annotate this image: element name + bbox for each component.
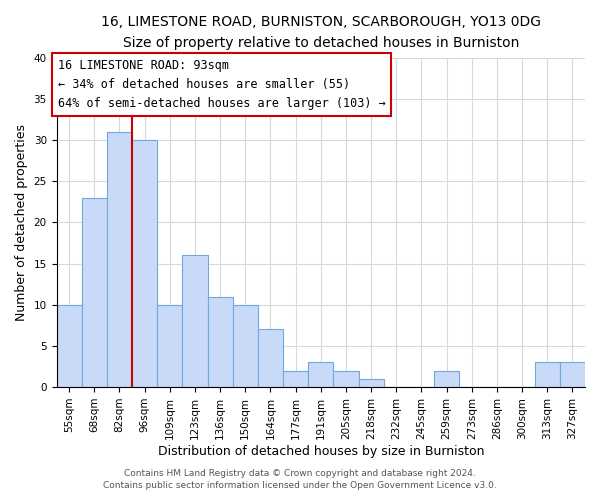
Title: 16, LIMESTONE ROAD, BURNISTON, SCARBOROUGH, YO13 0DG
Size of property relative t: 16, LIMESTONE ROAD, BURNISTON, SCARBOROU… bbox=[101, 15, 541, 50]
Bar bbox=[359, 379, 383, 387]
Bar bbox=[258, 330, 283, 387]
Bar bbox=[535, 362, 560, 387]
Y-axis label: Number of detached properties: Number of detached properties bbox=[15, 124, 28, 321]
Bar bbox=[283, 370, 308, 387]
Bar bbox=[107, 132, 132, 387]
Text: 16 LIMESTONE ROAD: 93sqm
← 34% of detached houses are smaller (55)
64% of semi-d: 16 LIMESTONE ROAD: 93sqm ← 34% of detach… bbox=[58, 60, 386, 110]
Bar bbox=[132, 140, 157, 387]
Bar bbox=[157, 305, 182, 387]
Bar bbox=[434, 370, 459, 387]
Bar bbox=[56, 305, 82, 387]
Text: Contains HM Land Registry data © Crown copyright and database right 2024.
Contai: Contains HM Land Registry data © Crown c… bbox=[103, 468, 497, 490]
Bar bbox=[208, 296, 233, 387]
X-axis label: Distribution of detached houses by size in Burniston: Distribution of detached houses by size … bbox=[158, 444, 484, 458]
Bar bbox=[82, 198, 107, 387]
Bar bbox=[308, 362, 334, 387]
Bar bbox=[334, 370, 359, 387]
Bar bbox=[182, 256, 208, 387]
Bar bbox=[560, 362, 585, 387]
Bar bbox=[233, 305, 258, 387]
